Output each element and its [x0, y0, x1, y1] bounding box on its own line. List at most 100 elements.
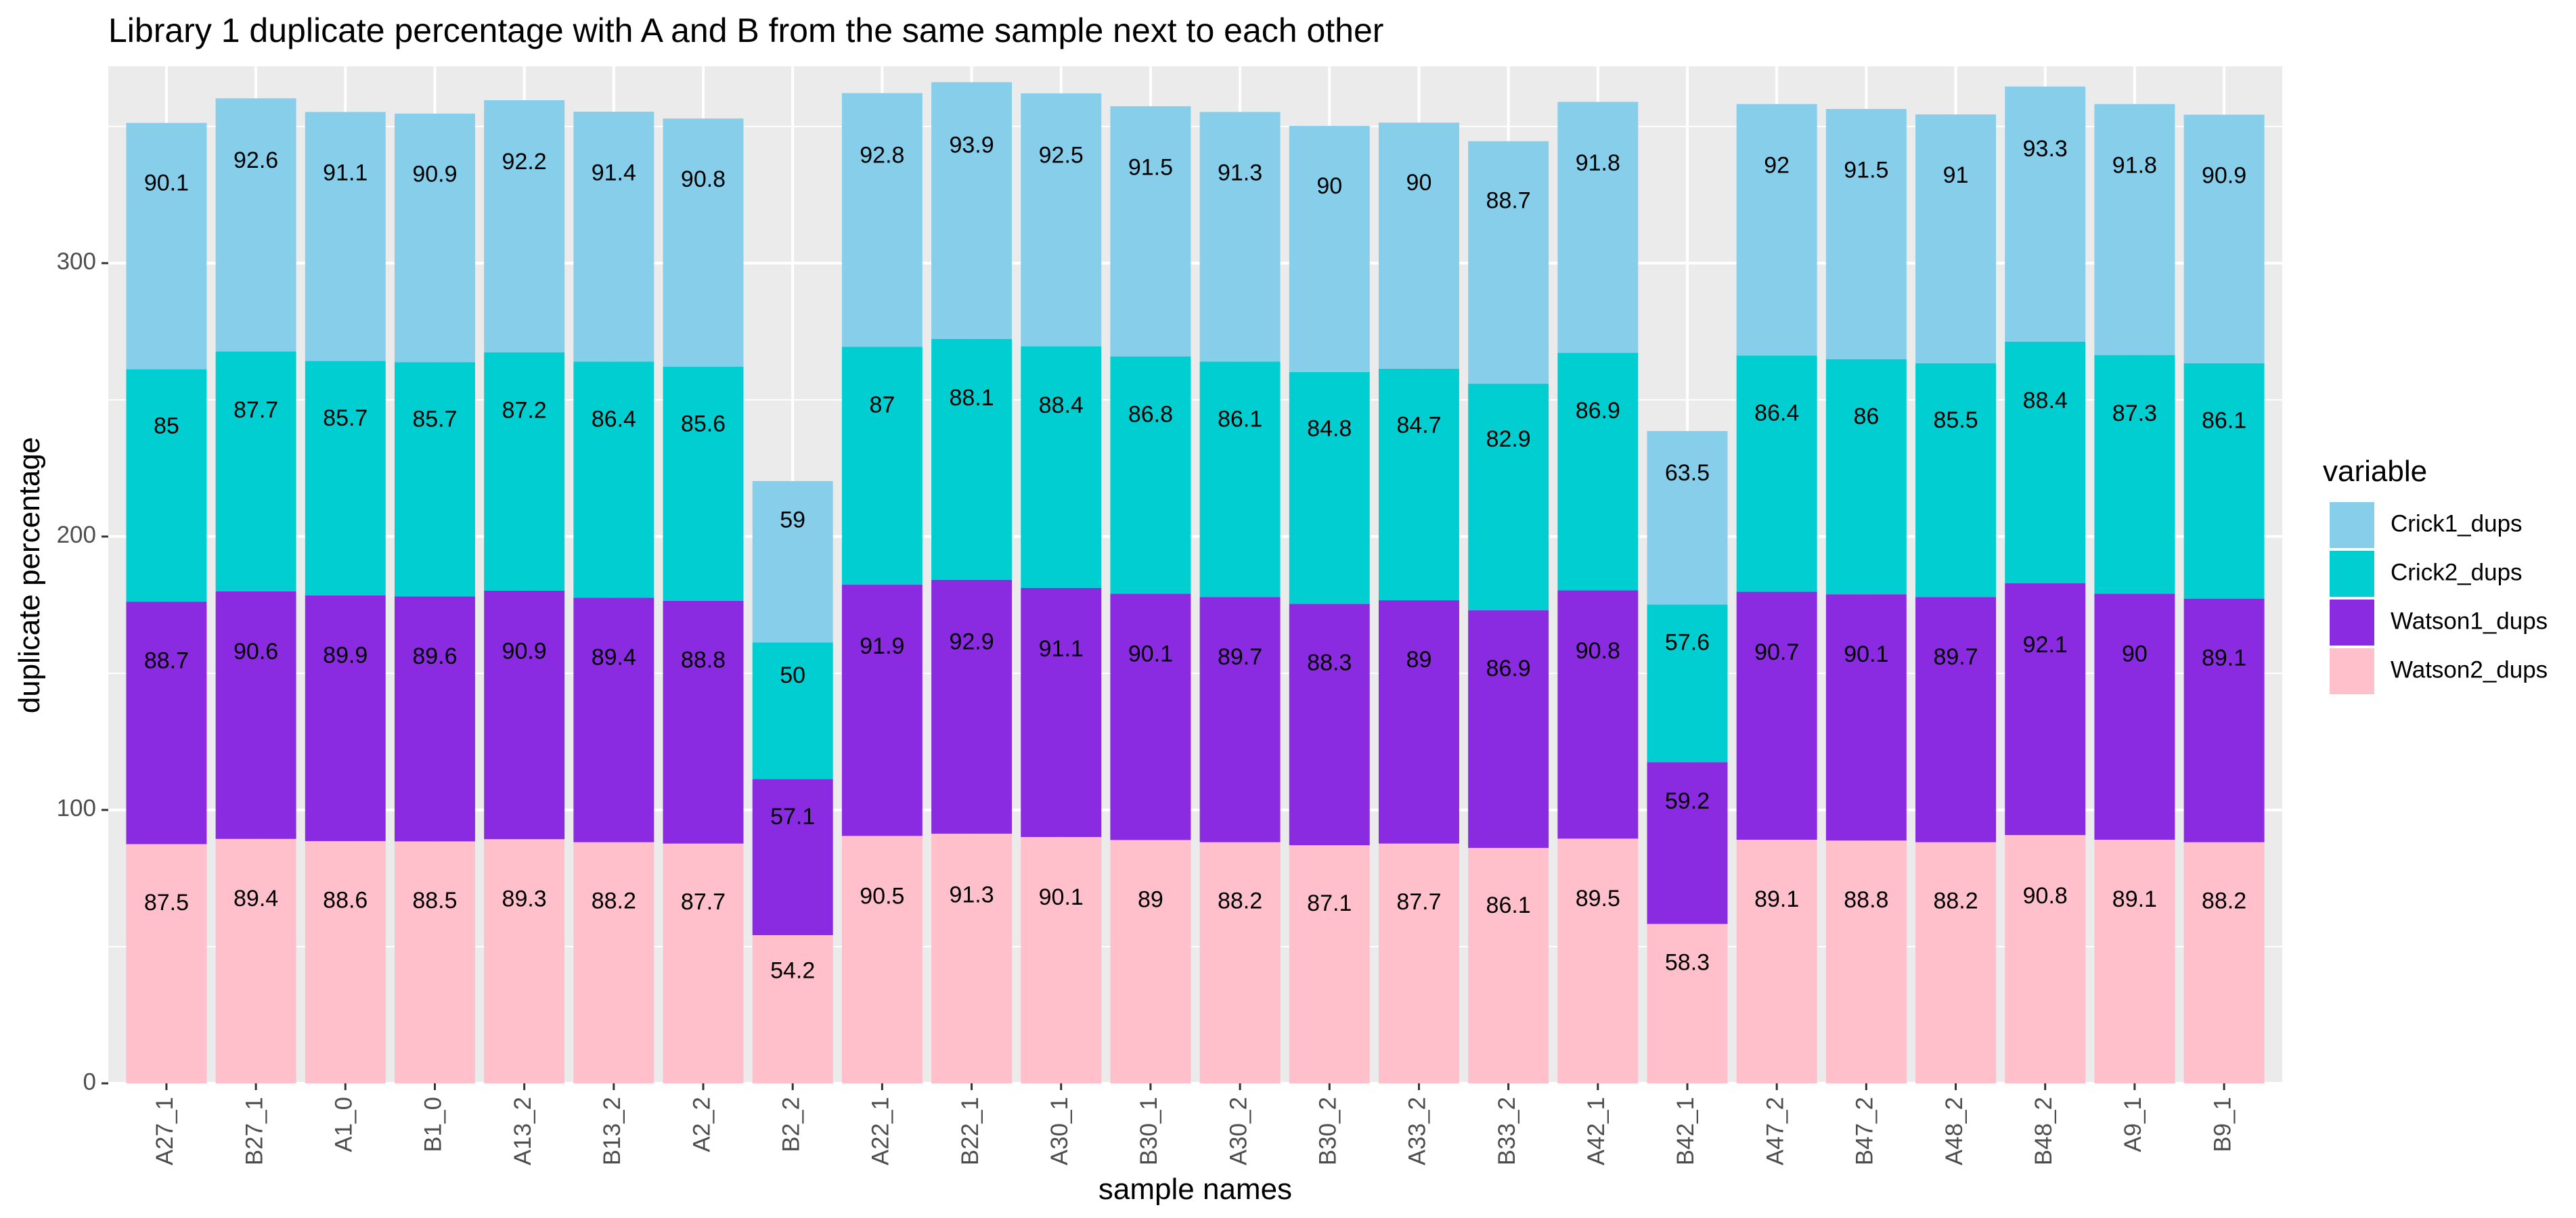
data-label: 87.1: [1307, 890, 1352, 916]
data-label: 89.1: [2202, 646, 2246, 671]
bar-segment: [663, 118, 744, 367]
bar-segment: [305, 361, 386, 595]
bar-segment: [1199, 597, 1281, 842]
data-label: 86.4: [592, 407, 636, 432]
data-label: 90.9: [502, 639, 547, 664]
data-label: 88.2: [1933, 888, 1978, 914]
bar-segment: [1736, 355, 1817, 592]
data-label: 82.9: [1486, 426, 1531, 452]
bar-segment: [1378, 122, 1459, 369]
bar-segment: [1736, 840, 1817, 1083]
x-tick-label: B27_1: [241, 1097, 267, 1165]
data-label: 92.2: [502, 149, 547, 175]
data-label: 90.7: [1754, 639, 1799, 665]
bar-segment: [2005, 86, 2086, 342]
bar-segment: [663, 843, 744, 1083]
bar-segment: [1825, 359, 1907, 595]
data-label: 86.9: [1486, 656, 1531, 681]
bar-segment: [1915, 363, 1997, 597]
data-label: 90.6: [234, 639, 278, 664]
segment-labels: 87.5 88.7 85 90.1 89.4 90.6 87.7 92.6 88.6 89.9 85…: [144, 132, 2246, 983]
x-tick-label: B22_1: [957, 1097, 983, 1165]
data-label: 87.3: [2112, 401, 2157, 426]
bar-segment: [1468, 610, 1549, 849]
data-label: 89.7: [1933, 644, 1978, 670]
data-label: 63.5: [1665, 460, 1710, 486]
data-label: 88.2: [1218, 888, 1262, 914]
bar-segment: [2094, 593, 2175, 840]
bar-segment: [1289, 604, 1370, 846]
x-tick-label: A30_1: [1046, 1097, 1073, 1165]
data-label: 87.7: [234, 397, 278, 423]
data-label: 91.1: [323, 160, 368, 185]
data-label: 88.3: [1307, 650, 1352, 676]
bar-segment: [1199, 361, 1281, 597]
legend-key: [2330, 600, 2374, 646]
bar-segment: [394, 841, 475, 1083]
data-label: 86.1: [1486, 893, 1531, 918]
chart-title: Library 1 duplicate percentage with A an…: [108, 12, 1383, 49]
data-label: 89.3: [502, 886, 547, 911]
data-label: 89.4: [234, 886, 278, 911]
data-label: 90: [1406, 170, 1432, 196]
data-label: 88.7: [144, 648, 189, 674]
legend: variable Crick1_dups Crick2_dups Watson1_d…: [2323, 455, 2548, 694]
bar-segment: [484, 100, 565, 353]
data-label: 87.7: [681, 889, 726, 915]
bar-segment: [2094, 840, 2175, 1083]
data-label: 91: [1943, 162, 1969, 188]
data-label: 87: [869, 392, 895, 418]
bar-segment: [305, 595, 386, 842]
data-label: 91.9: [860, 633, 904, 659]
bar-segment: [2005, 835, 2086, 1083]
data-label: 88.6: [323, 888, 368, 914]
data-label: 91.1: [1039, 636, 1084, 662]
y-tick-label: 300: [57, 248, 96, 275]
data-label: 90: [1316, 173, 1342, 199]
data-label: 92.6: [234, 148, 278, 173]
bar-segment: [1468, 141, 1549, 384]
bar-segment: [2005, 583, 2086, 836]
data-label: 84.8: [1307, 415, 1352, 441]
x-tick-label: B13_2: [599, 1097, 625, 1165]
bar-segment: [1647, 430, 1728, 605]
y-axis: 0 100 200 300: [57, 248, 108, 1095]
data-label: 90.8: [681, 166, 726, 192]
bar-segment: [126, 122, 207, 369]
data-label: 90.8: [1576, 638, 1620, 664]
data-label: 89: [1138, 886, 1163, 912]
data-label: 86.9: [1576, 398, 1620, 424]
bar-segment: [1110, 356, 1191, 594]
bar-segment: [573, 842, 654, 1083]
bar-segment: [484, 839, 565, 1083]
bar-segment: [305, 112, 386, 361]
data-label: 90: [2122, 641, 2148, 667]
x-tick-label: B30_2: [1315, 1097, 1341, 1165]
data-label: 50: [780, 662, 805, 688]
bar-segment: [394, 362, 475, 597]
x-tick-label: A47_2: [1762, 1097, 1788, 1165]
bar-segment: [1825, 109, 1907, 359]
bar-segment: [841, 346, 923, 585]
bar-segment: [1557, 590, 1639, 839]
bars: [126, 82, 2265, 1083]
bar-segment: [1647, 924, 1728, 1083]
bar-segment: [663, 600, 744, 844]
x-tick-label: A42_1: [1583, 1097, 1609, 1165]
data-label: 88.1: [949, 385, 994, 411]
data-label: 89.6: [412, 644, 457, 669]
data-label: 89.4: [592, 645, 636, 671]
data-label: 89.1: [2112, 886, 2157, 912]
bar-segment: [1110, 840, 1191, 1083]
data-label: 87.5: [144, 890, 189, 916]
data-label: 86.1: [1218, 406, 1262, 432]
bar-segment: [1021, 836, 1102, 1083]
bar-segment: [1110, 106, 1191, 357]
data-label: 87.2: [502, 398, 547, 424]
bar-segment: [1378, 843, 1459, 1083]
data-label: 93.9: [949, 132, 994, 158]
data-label: 89.1: [1754, 886, 1799, 912]
bar-segment: [1289, 845, 1370, 1083]
bar-segment: [1199, 842, 1281, 1083]
